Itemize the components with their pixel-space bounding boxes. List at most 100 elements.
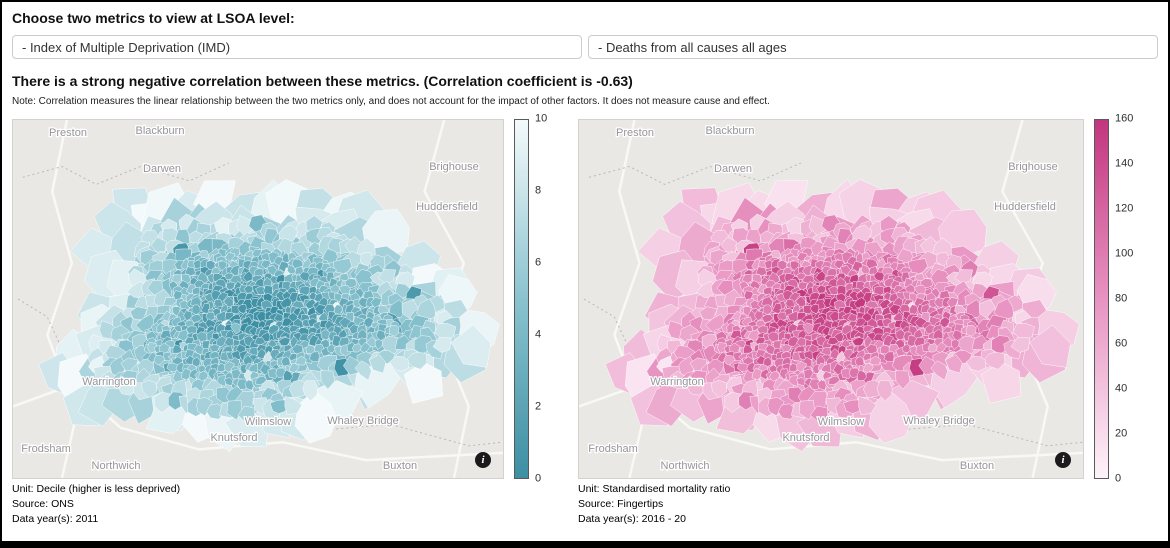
lsoa-cell[interactable] [927,343,939,353]
lsoa-cell[interactable] [141,379,158,399]
lsoa-cell[interactable] [965,356,987,372]
lsoa-cell[interactable] [374,338,383,351]
lsoa-cell[interactable] [862,363,874,373]
lsoa-cell[interactable] [405,351,428,370]
lsoa-cell[interactable] [829,310,842,323]
mortality-choropleth-map[interactable]: Preston Blackburn Darwen Brighouse Huddersfi… [578,119,1084,479]
lsoa-cell[interactable] [858,395,877,415]
lsoa-cell[interactable] [284,395,303,415]
lsoa-cell[interactable] [851,337,865,347]
lsoa-cell[interactable] [320,370,336,390]
lsoa-cell[interactable] [935,341,947,353]
lsoa-cell[interactable] [711,379,728,399]
lsoa-cell[interactable] [283,369,293,381]
lsoa-cell[interactable] [294,389,338,444]
city-label: Preston [49,127,87,139]
lsoa-cell[interactable] [1029,324,1071,368]
lsoa-cell[interactable] [243,284,255,294]
lsoa-cell[interactable] [256,310,268,323]
lsoa-cell[interactable] [767,397,785,417]
lsoa-cell[interactable] [808,214,826,236]
lsoa-cell[interactable] [254,336,266,345]
lsoa-cell[interactable] [354,360,372,381]
lsoa-cell[interactable] [951,338,960,351]
lsoa-cell[interactable] [952,329,963,342]
lsoa-cell[interactable] [787,335,800,348]
lsoa-cell[interactable] [432,337,452,353]
lsoa-cell[interactable] [788,375,799,387]
lsoa-cell[interactable] [981,361,1022,404]
mortality-map-svg: Preston Blackburn Darwen Brighouse Huddersfi… [579,120,1083,478]
lsoa-cell[interactable] [796,377,806,387]
lsoa-cell[interactable] [780,344,792,353]
lsoa-cell[interactable] [865,344,878,355]
lsoa-cell[interactable] [242,270,255,282]
city-label: Darwen [143,163,181,175]
lsoa-cell[interactable] [761,296,773,307]
lsoa-cell[interactable] [699,306,718,321]
lsoa-cell[interactable] [883,351,895,363]
lsoa-cell[interactable] [295,355,307,366]
lsoa-cell[interactable] [810,405,828,424]
lsoa-cell[interactable] [288,363,300,373]
info-icon[interactable]: i [475,452,491,468]
lsoa-cell[interactable] [278,337,291,347]
metric2-dropdown[interactable]: - Deaths from all causes all ages [588,35,1158,59]
lsoa-cell[interactable] [129,306,148,321]
lsoa-cell[interactable] [868,389,913,444]
imd-choropleth-map[interactable]: Preston Blackburn Darwen Brighouse Huddersfi… [12,119,504,479]
lsoa-cell[interactable] [828,375,841,385]
lsoa-cell[interactable] [150,236,167,253]
lsoa-cell[interactable] [299,271,312,282]
lsoa-cell[interactable] [302,380,318,402]
lsoa-cell[interactable] [450,324,492,368]
lsoa-cell[interactable] [191,304,201,316]
boundary-line [588,162,802,185]
lsoa-cell[interactable] [827,336,840,345]
lsoa-cell[interactable] [769,370,780,382]
lsoa-cell[interactable] [815,270,828,282]
lsoa-cell[interactable] [368,354,387,374]
lsoa-cell[interactable] [930,360,948,381]
lsoa-cell[interactable] [197,370,209,382]
lsoa-cell[interactable] [895,370,911,390]
lsoa-cell[interactable] [816,284,828,294]
metric1-dropdown[interactable]: - Index of Multiple Deprivation (IMD) [12,35,582,59]
lsoa-cell[interactable] [215,335,227,348]
boundary-line [583,298,1083,447]
mortality-colorbar: 0 20 40 60 80 100 120 140 160 [1094,113,1140,484]
lsoa-cell[interactable] [403,361,443,404]
lsoa-cell[interactable] [945,354,963,374]
colorbar-tick-label: 10 [535,112,548,125]
lsoa-cell[interactable] [965,324,977,337]
lsoa-cell[interactable] [224,377,234,387]
lsoa-cell[interactable] [876,380,893,402]
lsoa-cell[interactable] [190,296,202,307]
info-icon[interactable]: i [1055,452,1071,468]
lsoa-cell[interactable] [388,324,400,337]
lsoa-cell[interactable] [309,351,320,363]
lsoa-cell[interactable] [762,304,772,316]
lsoa-cell[interactable] [720,236,737,253]
lsoa-cell[interactable] [280,297,293,309]
lsoa-cell[interactable] [1010,337,1031,353]
lsoa-cell[interactable] [873,271,886,282]
lsoa-cell[interactable] [196,397,213,417]
lsoa-cell[interactable] [236,214,253,236]
lsoa-cell[interactable] [352,343,363,353]
lsoa-cell[interactable] [853,297,867,309]
lsoa-cell[interactable] [376,329,386,342]
lsoa-cell[interactable] [184,266,196,277]
lsoa-cell[interactable] [389,356,409,372]
lsoa-cell[interactable] [237,405,255,424]
lsoa-cell[interactable] [983,351,1006,370]
lsoa-cell[interactable] [255,375,268,385]
lsoa-cell[interactable] [291,344,304,355]
lsoa-cell[interactable] [359,341,371,353]
lsoa-cell[interactable] [755,266,768,277]
lsoa-cell[interactable] [216,375,227,387]
lsoa-cell[interactable] [208,344,220,353]
lsoa-cell[interactable] [869,355,882,366]
lsoa-cell[interactable] [856,369,867,381]
